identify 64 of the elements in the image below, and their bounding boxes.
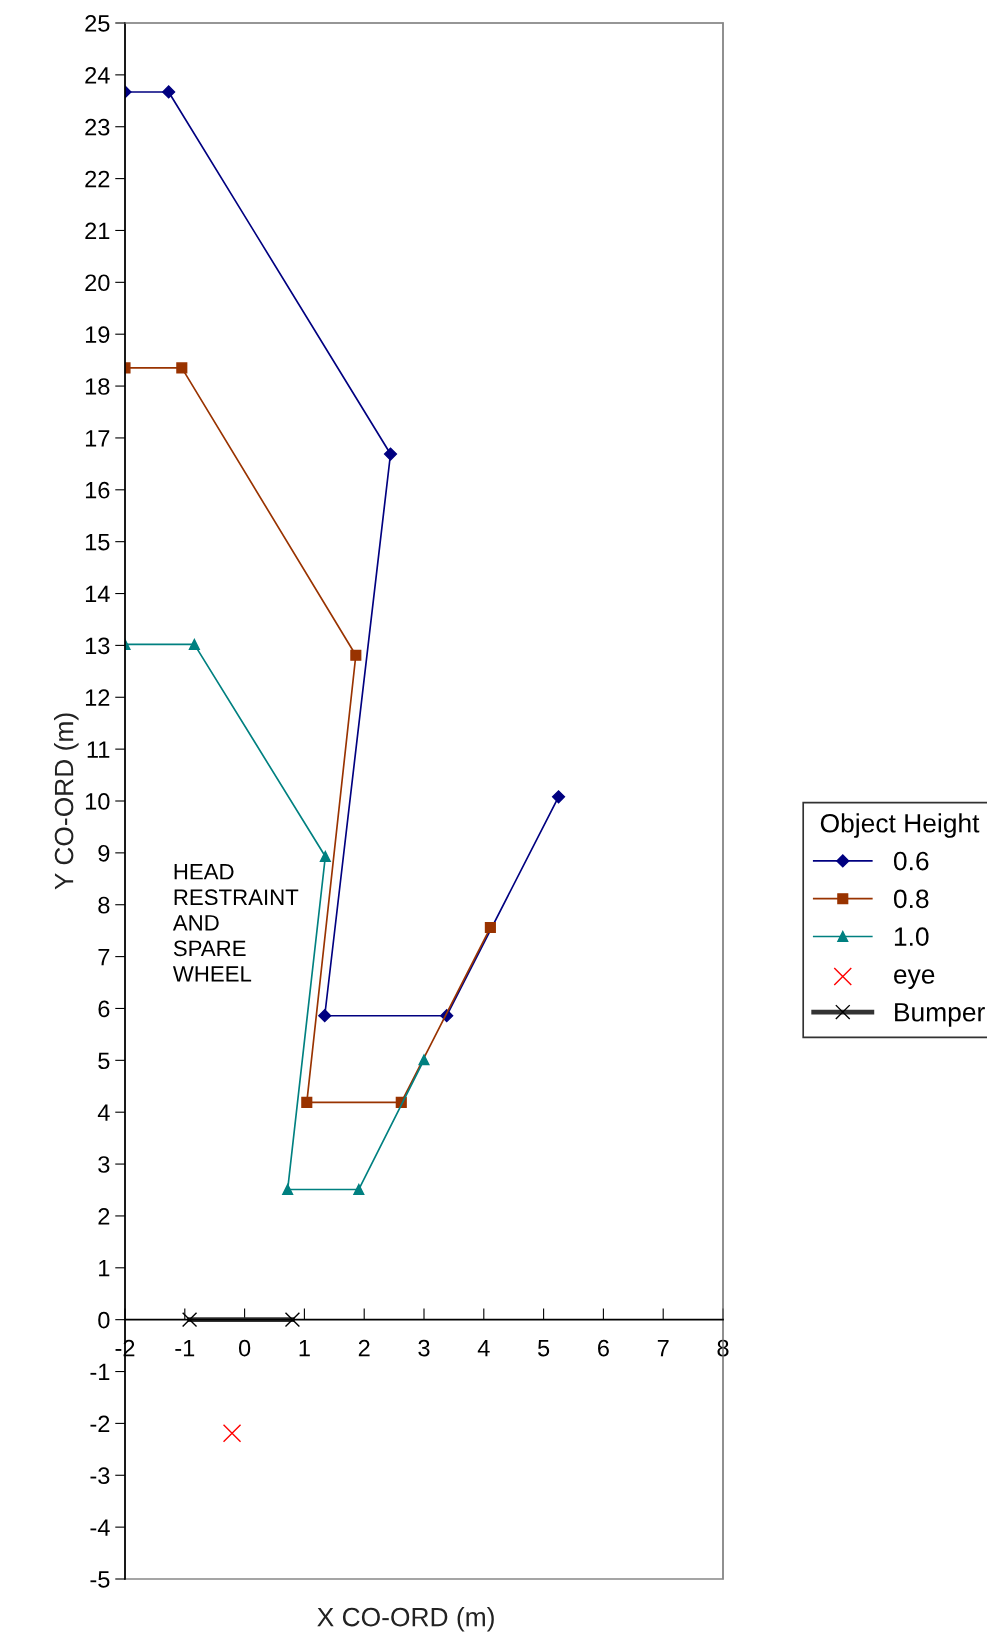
- x-tick-label: 0: [238, 1339, 251, 1357]
- point: [222, 1424, 242, 1443]
- point: [418, 1054, 430, 1066]
- point: [319, 850, 331, 863]
- legend-label: 1.0: [894, 927, 929, 946]
- y-tick-label: 18: [85, 378, 110, 395]
- y-tick-label: -5: [90, 1571, 110, 1588]
- x-tick-label: 5: [537, 1339, 550, 1357]
- point: [318, 1009, 332, 1023]
- y-tick-label: 14: [85, 585, 110, 603]
- y-axis-title: Y CO-ORD (m): [54, 713, 79, 890]
- y-tick-label: 4: [97, 1104, 110, 1121]
- legend-label: 0.8: [893, 889, 929, 909]
- y-tick-label: 25: [85, 15, 110, 32]
- x-tick-label: 7: [657, 1339, 669, 1357]
- x-tick-label: 1: [299, 1339, 310, 1357]
- x-tick-label: 3: [418, 1339, 430, 1357]
- y-tick-label: 2: [98, 1208, 110, 1225]
- y-tick-label: 8: [98, 896, 110, 914]
- y-tick-label: 12: [85, 689, 110, 706]
- point: [176, 362, 188, 374]
- y-tick-label: 0: [98, 1311, 110, 1329]
- y-tick-label: -4: [90, 1519, 110, 1536]
- y-tick-label: 20: [85, 274, 110, 292]
- y-tick-label: 16: [85, 481, 110, 499]
- x-tick-label: 6: [598, 1339, 609, 1357]
- legend-label: eye: [894, 969, 935, 989]
- legend-label: Bumper: [895, 1003, 985, 1027]
- x-tick-label: -1: [175, 1339, 195, 1357]
- x-tick-label: 8: [717, 1339, 729, 1357]
- annotation: HEAD RESTRAINT AND SPARE WHEEL: [172, 864, 299, 982]
- legend-label: 0.6: [893, 851, 929, 871]
- y-tick-label: 15: [85, 533, 110, 551]
- y-tick-label: 9: [98, 844, 110, 862]
- point: [484, 921, 496, 934]
- point: [301, 1096, 313, 1108]
- x-tick-label: 4: [477, 1339, 490, 1357]
- y-tick-label: 17: [85, 430, 110, 447]
- y-tick-label: 22: [85, 170, 110, 188]
- point: [350, 649, 362, 661]
- y-tick-label: -3: [90, 1467, 110, 1485]
- y-tick-label: 11: [87, 741, 110, 758]
- y-tick-label: 3: [98, 1156, 110, 1173]
- y-tick-label: 19: [85, 326, 110, 343]
- x-tick-label: 2: [358, 1339, 370, 1357]
- y-tick-label: 23: [85, 118, 110, 136]
- point: [282, 1183, 294, 1196]
- y-tick-label: 13: [85, 637, 110, 655]
- point: [353, 1183, 365, 1196]
- y-tick-label: 5: [98, 1052, 110, 1070]
- y-tick-label: 6: [98, 1000, 110, 1018]
- legend-title: Object Height: [820, 813, 980, 838]
- y-tick-label: -2: [90, 1415, 110, 1432]
- y-tick-label: 1: [99, 1260, 110, 1277]
- y-tick-label: -1: [90, 1363, 110, 1381]
- point: [188, 638, 200, 650]
- y-tick-label: 24: [85, 66, 110, 84]
- point: [551, 790, 566, 804]
- x-axis-title: X CO-ORD (m): [317, 1607, 494, 1632]
- y-tick-label: 21: [85, 222, 110, 240]
- point: [383, 447, 398, 461]
- y-tick-label: 10: [85, 793, 110, 810]
- point: [162, 85, 176, 99]
- y-tick-label: 7: [98, 948, 110, 966]
